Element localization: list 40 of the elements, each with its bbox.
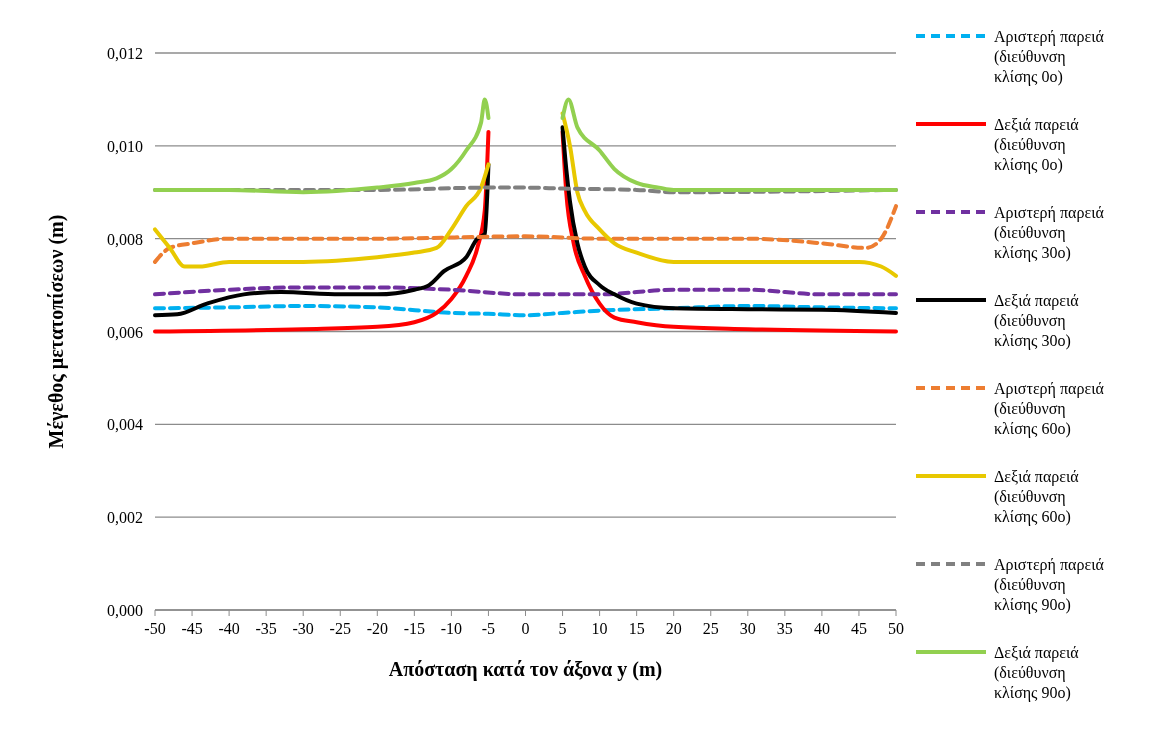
line-series [153,303,898,318]
x-tick-label: 45 [850,620,867,637]
legend-label: Αριστερή παρειά (διεύθυνση κλίσης 60o) [994,380,1105,438]
x-tick-label: -50 [144,620,166,637]
x-tick-label: 15 [628,620,645,637]
x-tick-label: 35 [776,620,793,637]
y-tick-label: 0,004 [107,416,143,434]
x-tick-label: -5 [481,620,496,637]
x-axis-title: Απόσταση κατά τον άξονα y (m) [388,658,663,681]
legend-label: Δεξιά παρειά (διεύθυνση κλίσης 60o) [994,468,1080,526]
x-tick-label: 10 [591,620,608,637]
y-tick-label: 0,000 [107,602,143,619]
y-tick-label: 0,006 [107,323,143,341]
x-tick-label: 5 [558,620,567,637]
legend-label: Δεξιά παρειά (διεύθυνση κλίσης 30o) [994,292,1080,350]
x-tick-label: 25 [702,620,719,637]
x-tick-label: 50 [888,620,904,637]
legend-label: Δεξιά παρειά (διεύθυνση κλίσης 90o) [994,644,1080,702]
legend-label: Αριστερή παρειά (διεύθυνση κλίσης 0o) [994,28,1105,86]
y-axis-title: Μέγεθος μετατοπίσεων (m) [45,214,68,449]
legend-label: Αριστερή παρειά (διεύθυνση κλίσης 90o) [994,556,1105,614]
y-tick-label: 0,008 [107,230,143,248]
x-tick-label: 30 [739,620,756,637]
line-series [153,204,898,264]
x-tick-label: -15 [403,620,426,637]
x-tick-label: 0 [521,620,530,637]
legend-label: Δεξιά παρειά (διεύθυνση κλίσης 0o) [994,116,1080,174]
x-tick-label: -30 [292,620,314,637]
y-tick-label: 0,002 [107,509,143,527]
x-tick-label: -10 [440,620,463,637]
x-tick-label: 40 [813,620,830,637]
x-tick-label: -35 [255,620,277,637]
y-tick-label: 0,010 [107,137,143,155]
x-tick-label: -25 [329,620,351,637]
x-tick-label: -40 [218,620,240,637]
x-tick-label: -20 [366,620,388,637]
x-tick-label: -45 [181,620,203,637]
legend-label: Αριστερή παρειά (διεύθυνση κλίσης 30o) [994,204,1105,262]
y-tick-label: 0,012 [107,45,143,62]
x-tick-label: 20 [665,620,682,637]
